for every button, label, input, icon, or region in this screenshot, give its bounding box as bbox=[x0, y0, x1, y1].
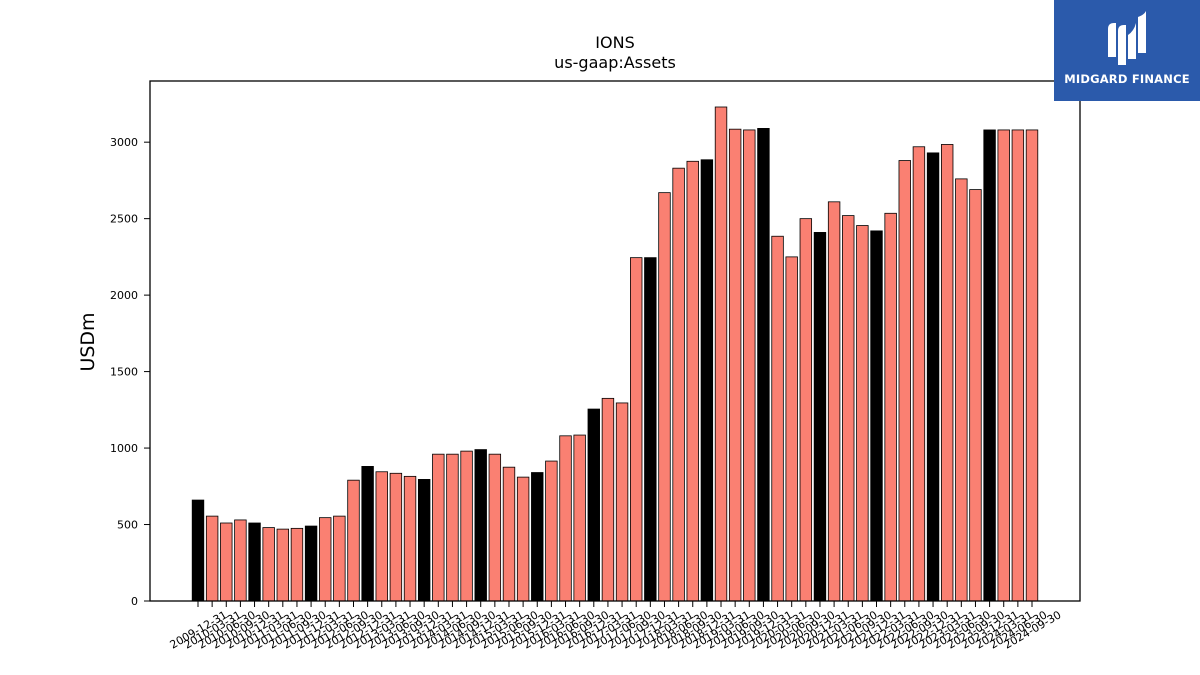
y-tick-label: 2000 bbox=[110, 289, 138, 302]
y-tick-label: 0 bbox=[131, 595, 138, 608]
bar-2017-09-30 bbox=[630, 257, 643, 602]
logo-mark-icon bbox=[1108, 11, 1146, 65]
bar-2011-09-30 bbox=[290, 527, 304, 602]
bar-2017-06-30 bbox=[615, 402, 629, 602]
y-tick-label: 2500 bbox=[110, 213, 138, 226]
bar-2021-12-31 bbox=[870, 230, 883, 602]
bar-2023-03-31 bbox=[940, 144, 954, 602]
bar-2010-06-30 bbox=[220, 522, 233, 602]
y-tick-label: 500 bbox=[117, 519, 138, 532]
bar-2017-12-31 bbox=[644, 257, 657, 602]
logo-text: MIDGARD FINANCE bbox=[1064, 72, 1190, 86]
bar-2019-12-31 bbox=[757, 128, 770, 602]
bar-2011-03-31 bbox=[262, 527, 275, 602]
bar-2018-06-30 bbox=[672, 167, 685, 602]
bar-2018-12-31 bbox=[700, 159, 714, 602]
bar-2024-09-30 bbox=[1025, 129, 1039, 602]
y-tick-label: 1500 bbox=[110, 366, 138, 379]
bar-2018-03-31 bbox=[658, 192, 671, 602]
bar-2023-09-30 bbox=[969, 189, 982, 602]
bar-2013-12-31 bbox=[417, 479, 431, 602]
bar-2019-09-30 bbox=[743, 129, 756, 602]
bar-2018-09-30 bbox=[686, 160, 699, 602]
bar-2014-06-30 bbox=[446, 453, 459, 602]
plot-frame bbox=[149, 80, 1081, 602]
bar-2016-09-30 bbox=[573, 434, 586, 602]
bar-2019-06-30 bbox=[728, 128, 742, 602]
bar-2014-09-30 bbox=[460, 450, 473, 602]
bar-2011-06-30 bbox=[276, 528, 290, 602]
bar-2012-03-31 bbox=[319, 517, 332, 602]
bar-2016-12-31 bbox=[587, 408, 600, 602]
bar-2013-09-30 bbox=[403, 475, 417, 602]
bar-series bbox=[191, 106, 1039, 602]
bar-2020-06-30 bbox=[785, 256, 798, 602]
bar-2022-12-31 bbox=[926, 152, 940, 602]
bar-2024-03-31 bbox=[997, 129, 1010, 602]
bar-2010-03-31 bbox=[205, 515, 219, 602]
bar-2020-09-30 bbox=[799, 218, 813, 602]
bar-2020-12-31 bbox=[813, 232, 827, 602]
bar-2011-12-31 bbox=[304, 525, 318, 602]
bar-2015-03-31 bbox=[488, 453, 502, 602]
bar-2010-09-30 bbox=[234, 519, 247, 602]
bar-2021-09-30 bbox=[856, 225, 869, 602]
bar-2019-03-31 bbox=[714, 106, 728, 602]
bar-2024-06-30 bbox=[1011, 129, 1025, 602]
bar-2010-12-31 bbox=[248, 522, 261, 602]
bar-2016-06-30 bbox=[559, 435, 572, 602]
y-tick-label: 3000 bbox=[110, 136, 138, 149]
bar-2016-03-31 bbox=[545, 460, 558, 602]
bar-2023-12-31 bbox=[983, 129, 996, 602]
y-tick-label: 1000 bbox=[110, 442, 138, 455]
company-logo: MIDGARD FINANCE bbox=[1054, 0, 1200, 101]
chart-title: IONS bbox=[595, 33, 634, 52]
chart-subtitle: us-gaap:Assets bbox=[554, 53, 676, 72]
y-axis: 0 500 1000 1500 2000 2500 3000 bbox=[110, 136, 150, 608]
bar-2022-09-30 bbox=[912, 146, 926, 602]
y-axis-label: USDm bbox=[77, 312, 99, 371]
bar-2015-09-30 bbox=[516, 476, 530, 602]
bar-2009-12-31 bbox=[191, 499, 205, 602]
bar-2020-03-31 bbox=[771, 235, 784, 602]
bar-2022-03-31 bbox=[884, 212, 897, 602]
bar-2022-06-30 bbox=[898, 160, 911, 602]
bar-2021-06-30 bbox=[842, 215, 855, 602]
bar-2021-03-31 bbox=[827, 201, 841, 602]
bar-2017-03-31 bbox=[601, 397, 615, 602]
x-axis: 2009-12-312010-03-312010-06-302010-09-30… bbox=[168, 601, 1064, 652]
bar-2015-12-31 bbox=[531, 472, 544, 602]
bar-2012-06-30 bbox=[333, 515, 346, 602]
bar-2012-09-30 bbox=[347, 479, 360, 602]
bar-2013-06-30 bbox=[389, 472, 403, 602]
bar-2012-12-31 bbox=[361, 466, 374, 602]
bar-2015-06-30 bbox=[502, 466, 516, 602]
bar-2023-06-30 bbox=[955, 178, 968, 602]
bar-2014-03-31 bbox=[432, 453, 445, 602]
bar-2014-12-31 bbox=[474, 449, 487, 602]
bar-2013-03-31 bbox=[375, 471, 388, 602]
